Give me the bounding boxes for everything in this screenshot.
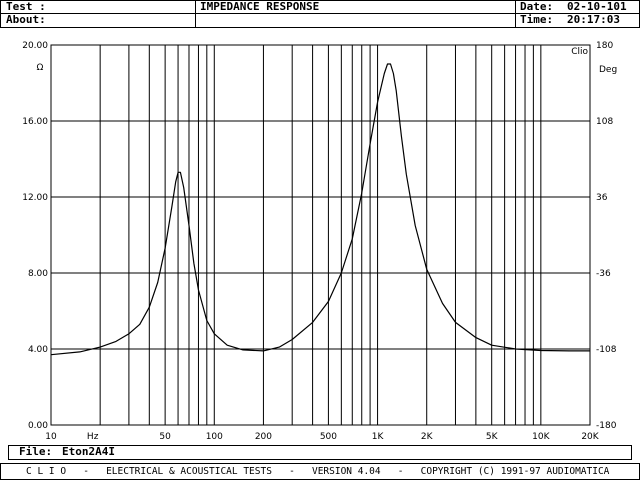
y-right-tick-label: 180 <box>596 41 613 51</box>
about-label: About: <box>6 13 46 26</box>
grid-lines <box>51 45 590 425</box>
header-right-panel <box>515 0 640 28</box>
y-right-tick-label: -180 <box>596 421 617 431</box>
date-label: Date: <box>520 0 554 13</box>
x-tick-label: 2K <box>421 432 434 442</box>
file-name: Eton2A4I <box>62 445 115 458</box>
x-axis-unit-label: Hz <box>87 432 99 442</box>
time-label: Time: <box>520 13 554 26</box>
y-right-tick-label: -36 <box>596 269 611 279</box>
impedance-curve <box>50 63 590 356</box>
impedance-chart: 0.00 4.00 8.00 12.00 16.00 20.00 -180 -108 -36 36… <box>22 41 617 442</box>
date-value: 02-10-101 <box>567 0 627 13</box>
y-right-tick-label: 36 <box>596 193 608 203</box>
y-left-tick-label: 16.00 <box>22 117 48 127</box>
y-left-tick-label: 0.00 <box>28 421 48 431</box>
x-tick-label: 50 <box>159 432 171 442</box>
x-tick-label: 10K <box>532 432 550 442</box>
y-right-tick-label: 108 <box>596 117 613 127</box>
y-left-tick-label: 8.00 <box>28 269 48 279</box>
y-left-tick-label: 12.00 <box>22 193 48 203</box>
file-bar <box>8 445 632 460</box>
plot-frame <box>50 44 591 426</box>
x-tick-label: 20K <box>581 432 599 442</box>
y-right-unit-label: Deg <box>599 65 617 75</box>
x-tick-label: 10 <box>45 432 57 442</box>
brand-label: Clio <box>571 47 588 57</box>
chart-title: IMPEDANCE RESPONSE <box>200 0 320 13</box>
copyright-banner: C L I O - ELECTRICAL & ACOUSTICAL TESTS … <box>26 466 610 477</box>
axis-labels: 0.00 4.00 8.00 12.00 16.00 20.00 -180 -108 -36 36… <box>22 41 617 442</box>
impedance-curve-group <box>50 63 590 356</box>
file-label: File: <box>19 445 53 458</box>
y-right-tick-label: -108 <box>596 345 617 355</box>
header-divider <box>0 13 640 14</box>
y-left-tick-label: 4.00 <box>28 345 48 355</box>
x-tick-label: 5K <box>486 432 499 442</box>
y-left-unit-label: Ω <box>37 63 44 73</box>
x-tick-label: 1K <box>372 432 385 442</box>
x-tick-label: 200 <box>255 432 272 442</box>
x-tick-label: 500 <box>320 432 337 442</box>
test-label: Test : <box>6 0 46 13</box>
y-left-tick-label: 20.00 <box>22 41 48 51</box>
header-left-panel <box>0 0 196 28</box>
time-value: 20:17:03 <box>567 13 620 26</box>
x-tick-label: 100 <box>206 432 223 442</box>
